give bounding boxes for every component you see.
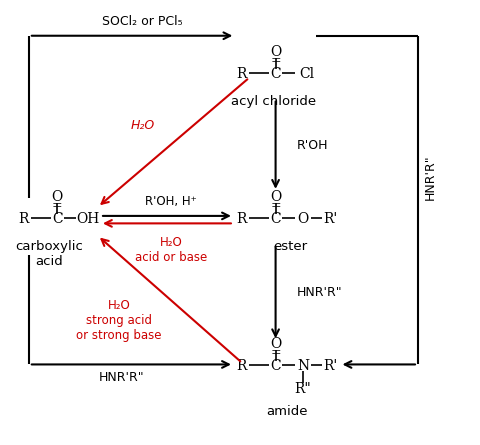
Text: O: O <box>270 190 281 204</box>
Text: ester: ester <box>273 240 307 253</box>
Text: =: = <box>270 199 281 212</box>
Text: HNR'R": HNR'R" <box>423 154 436 200</box>
Text: =: = <box>270 347 281 360</box>
Text: =: = <box>52 199 63 212</box>
Text: O: O <box>298 212 309 226</box>
Text: acyl chloride: acyl chloride <box>231 95 316 108</box>
Text: amide: amide <box>267 405 308 418</box>
Text: carboxylic
acid: carboxylic acid <box>15 240 83 268</box>
Text: R': R' <box>323 359 337 373</box>
Text: O: O <box>52 190 63 204</box>
Text: H₂O
strong acid
or strong base: H₂O strong acid or strong base <box>76 299 162 342</box>
Text: R: R <box>236 359 247 373</box>
Text: C: C <box>270 67 281 81</box>
Text: R: R <box>18 212 28 226</box>
Text: R'OH: R'OH <box>297 139 328 152</box>
Text: R: R <box>236 212 247 226</box>
Text: OH: OH <box>76 212 100 226</box>
Text: =: = <box>270 54 281 67</box>
Text: N: N <box>297 359 309 373</box>
Text: C: C <box>270 212 281 226</box>
Text: H₂O: H₂O <box>131 119 155 132</box>
Text: R: R <box>236 67 247 81</box>
Text: O: O <box>270 45 281 59</box>
Text: HNR'R": HNR'R" <box>297 286 343 299</box>
Text: SOCl₂ or PCl₅: SOCl₂ or PCl₅ <box>102 15 183 28</box>
Text: Cl: Cl <box>299 67 314 81</box>
Text: C: C <box>270 359 281 373</box>
Text: R'OH, H⁺: R'OH, H⁺ <box>145 195 197 208</box>
Text: R": R" <box>295 382 312 396</box>
Text: H₂O
acid or base: H₂O acid or base <box>135 236 207 264</box>
Text: HNR'R": HNR'R" <box>98 372 144 384</box>
Text: O: O <box>270 337 281 351</box>
Text: C: C <box>52 212 63 226</box>
Text: R': R' <box>323 212 337 226</box>
